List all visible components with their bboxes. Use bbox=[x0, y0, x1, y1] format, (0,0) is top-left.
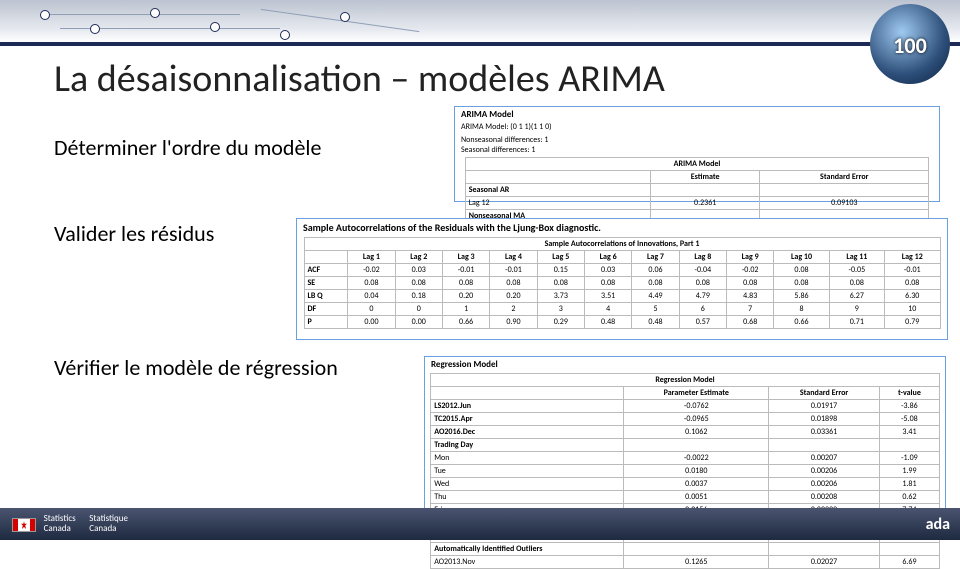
residuals-panel: Sample Autocorrelations of the Residuals… bbox=[296, 218, 948, 340]
footer: StatisticsCanada StatistiqueCanada ada bbox=[0, 508, 960, 540]
reg-header: Regression Model bbox=[425, 357, 945, 372]
step-3-label: Vérifier le modèle de régression bbox=[54, 354, 338, 381]
arima-header: ARIMA Model bbox=[455, 107, 939, 122]
resid-table: Sample Autocorrelations of Innovations, … bbox=[304, 237, 941, 329]
canada-flag-icon bbox=[12, 518, 36, 532]
badge-100: 100 bbox=[870, 4, 950, 84]
slide-title: La désaisonnalisation – modèles ARIMA bbox=[54, 56, 665, 102]
canada-wordmark: ada bbox=[926, 515, 950, 534]
step-2-label: Valider les résidus bbox=[54, 220, 214, 247]
step-1-label: Déterminer l'ordre du modèle bbox=[54, 134, 321, 161]
arima-diff1: Nonseasonal differences: 1 bbox=[455, 135, 939, 145]
resid-title: Sample Autocorrelations of the Residuals… bbox=[297, 219, 947, 236]
arima-spec: ARIMA Model: (0 1 1)(1 1 0) bbox=[455, 122, 939, 132]
footer-fr: StatistiqueCanada bbox=[89, 514, 128, 534]
footer-en: StatisticsCanada bbox=[44, 514, 76, 534]
arima-model-panel: ARIMA Model ARIMA Model: (0 1 1)(1 1 0) … bbox=[454, 106, 940, 202]
header-band bbox=[0, 0, 960, 46]
arima-diff2: Seasonal differences: 1 bbox=[455, 145, 939, 155]
badge-text: 100 bbox=[870, 32, 950, 59]
